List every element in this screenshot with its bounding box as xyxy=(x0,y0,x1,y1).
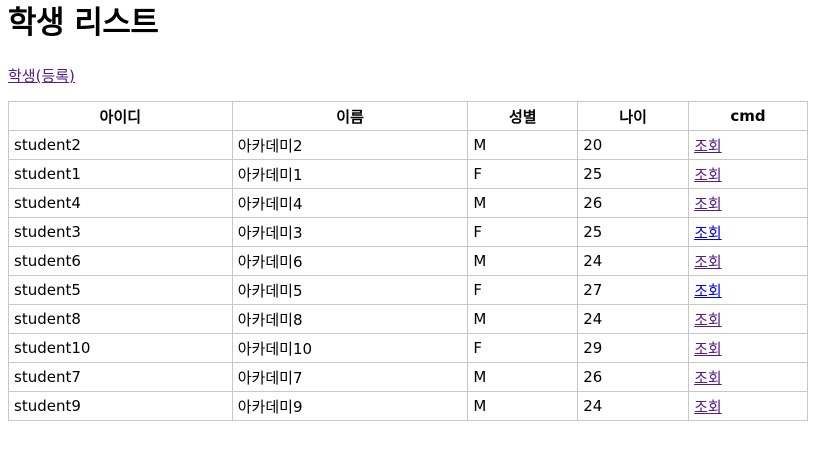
header-id: 아이디 xyxy=(8,101,233,131)
cell-id: student5 xyxy=(8,275,233,305)
cell-cmd: 조회 xyxy=(688,217,808,247)
cell-name: 아카데미2 xyxy=(231,130,469,160)
view-link[interactable]: 조회 xyxy=(694,165,722,184)
cell-gender: M xyxy=(467,130,579,160)
cell-age: 25 xyxy=(577,159,690,189)
cell-gender: M xyxy=(467,304,579,334)
cell-name: 아카데미5 xyxy=(231,275,469,305)
cell-cmd: 조회 xyxy=(688,333,808,363)
cell-gender: M xyxy=(467,362,579,392)
cell-gender: F xyxy=(467,275,579,305)
header-gender: 성별 xyxy=(467,101,579,131)
cell-id: student10 xyxy=(8,333,233,363)
cell-gender: F xyxy=(467,217,579,247)
cell-id: student9 xyxy=(8,391,233,421)
page-title: 학생 리스트 xyxy=(8,5,159,41)
table-row: student1 아카데미1 F 25 조회 xyxy=(8,159,808,189)
cell-name: 아카데미8 xyxy=(231,304,469,334)
table-row: student4 아카데미4 M 26 조회 xyxy=(8,188,808,218)
cell-id: student3 xyxy=(8,217,233,247)
table-row: student9 아카데미9 M 24 조회 xyxy=(8,391,808,421)
cell-id: student2 xyxy=(8,130,233,160)
cell-name: 아카데미7 xyxy=(231,362,469,392)
cell-age: 20 xyxy=(577,130,690,160)
table-row: student6 아카데미6 M 24 조회 xyxy=(8,246,808,276)
table-header-row: 아이디 이름 성별 나이 cmd xyxy=(8,101,808,131)
table-row: student2 아카데미2 M 20 조회 xyxy=(8,130,808,160)
view-link[interactable]: 조회 xyxy=(694,136,722,155)
cell-age: 24 xyxy=(577,391,690,421)
cell-gender: F xyxy=(467,159,579,189)
page-container: 학생 리스트 학생(등록) 아이디 이름 성별 나이 cmd student2 … xyxy=(8,0,808,421)
header-name: 이름 xyxy=(231,101,469,131)
table-row: student3 아카데미3 F 25 조회 xyxy=(8,217,808,247)
cell-age: 24 xyxy=(577,246,690,276)
view-link[interactable]: 조회 xyxy=(694,339,722,358)
cell-age: 24 xyxy=(577,304,690,334)
table-row: student5 아카데미5 F 27 조회 xyxy=(8,275,808,305)
cell-cmd: 조회 xyxy=(688,391,808,421)
cell-name: 아카데미4 xyxy=(231,188,469,218)
table-row: student10 아카데미10 F 29 조회 xyxy=(8,333,808,363)
view-link[interactable]: 조회 xyxy=(694,194,722,213)
cell-cmd: 조회 xyxy=(688,304,808,334)
view-link[interactable]: 조회 xyxy=(694,397,722,416)
view-link[interactable]: 조회 xyxy=(694,252,722,271)
student-table: 아이디 이름 성별 나이 cmd student2 아카데미2 M 20 조회 … xyxy=(8,101,808,421)
view-link[interactable]: 조회 xyxy=(694,368,722,387)
cell-gender: M xyxy=(467,246,579,276)
cell-gender: M xyxy=(467,188,579,218)
view-link[interactable]: 조회 xyxy=(694,310,722,329)
cell-cmd: 조회 xyxy=(688,130,808,160)
header-age: 나이 xyxy=(577,101,690,131)
view-link[interactable]: 조회 xyxy=(694,223,722,242)
cell-cmd: 조회 xyxy=(688,188,808,218)
cell-cmd: 조회 xyxy=(688,275,808,305)
table-row: student8 아카데미8 M 24 조회 xyxy=(8,304,808,334)
cell-age: 26 xyxy=(577,362,690,392)
cell-id: student7 xyxy=(8,362,233,392)
cell-cmd: 조회 xyxy=(688,362,808,392)
table-row: student7 아카데미7 M 26 조회 xyxy=(8,362,808,392)
cell-name: 아카데미3 xyxy=(231,217,469,247)
cell-cmd: 조회 xyxy=(688,246,808,276)
register-student-link[interactable]: 학생(등록) xyxy=(8,67,75,85)
cell-age: 26 xyxy=(577,188,690,218)
cell-age: 27 xyxy=(577,275,690,305)
cell-name: 아카데미6 xyxy=(231,246,469,276)
cell-id: student6 xyxy=(8,246,233,276)
cell-age: 25 xyxy=(577,217,690,247)
cell-cmd: 조회 xyxy=(688,159,808,189)
cell-name: 아카데미1 xyxy=(231,159,469,189)
cell-gender: F xyxy=(467,333,579,363)
header-cmd: cmd xyxy=(688,101,808,131)
cell-name: 아카데미9 xyxy=(231,391,469,421)
cell-id: student4 xyxy=(8,188,233,218)
cell-gender: M xyxy=(467,391,579,421)
view-link[interactable]: 조회 xyxy=(694,281,722,300)
cell-name: 아카데미10 xyxy=(231,333,469,363)
cell-id: student8 xyxy=(8,304,233,334)
cell-id: student1 xyxy=(8,159,233,189)
cell-age: 29 xyxy=(577,333,690,363)
